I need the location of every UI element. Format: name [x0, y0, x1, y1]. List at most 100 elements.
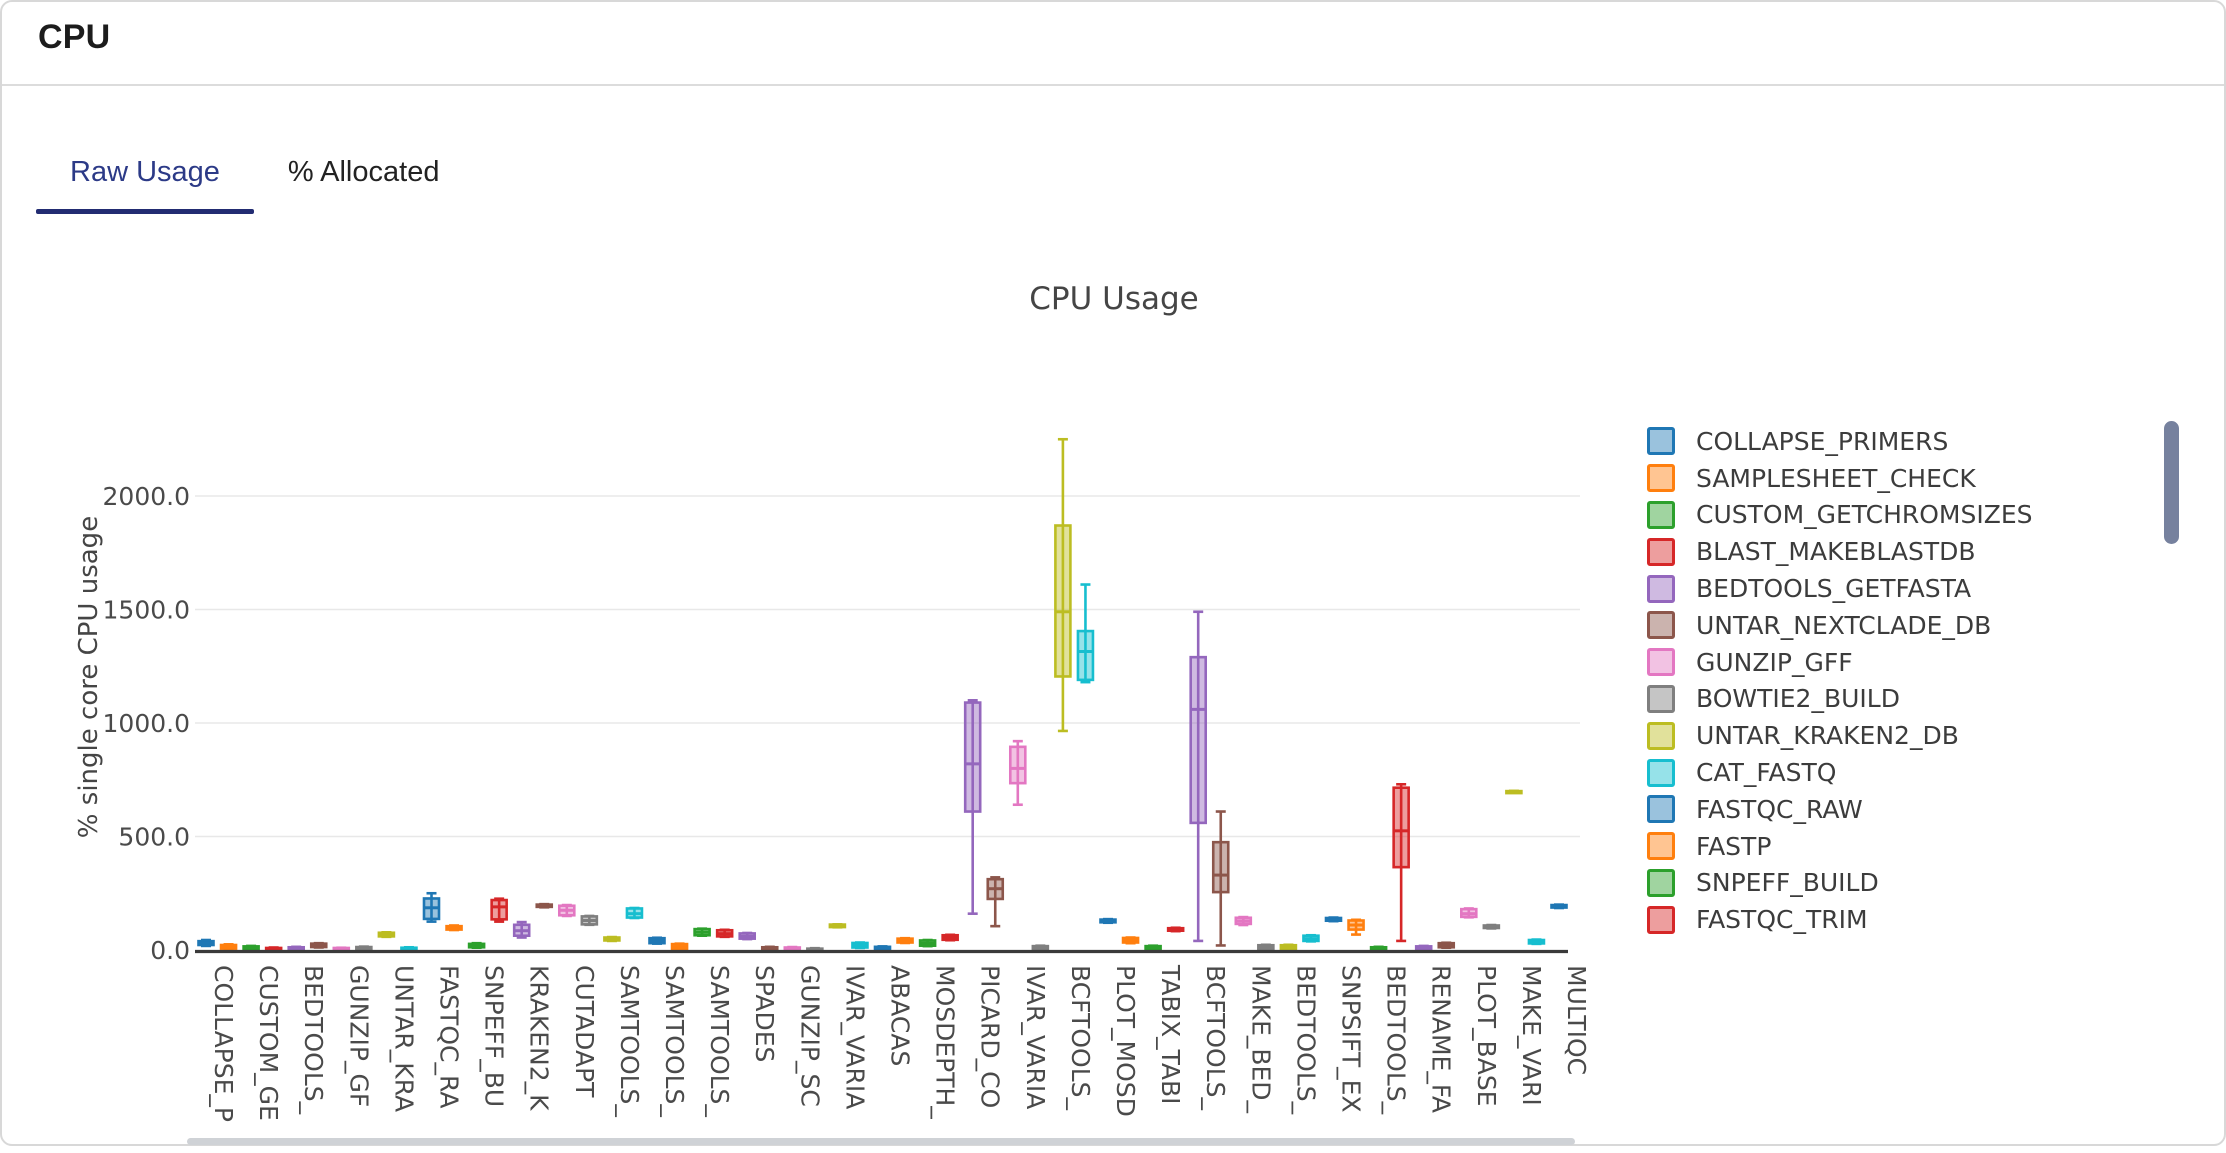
svg-text:BEDTOOLS_: BEDTOOLS_ — [299, 965, 328, 1115]
box-bedtools_[interactable] — [1369, 945, 1388, 952]
legend-item-collapse_primers[interactable]: COLLAPSE_PRIMERS — [1647, 423, 2033, 460]
box-untar_kra[interactable] — [377, 930, 396, 939]
box-col-26[interactable] — [760, 945, 779, 952]
legend-item-untar_kraken2_db[interactable]: UNTAR_KRAKEN2_DB — [1647, 717, 2033, 754]
box-col-30[interactable] — [851, 941, 869, 950]
box-make_bed_[interactable] — [1234, 915, 1253, 927]
legend-item-samplesheet_check[interactable]: SAMPLESHEET_CHECK — [1647, 460, 2033, 497]
legend-item-blast_makeblastdb[interactable]: BLAST_MAKEBLASTDB — [1647, 533, 2033, 570]
legend-item-cat_fastq[interactable]: CAT_FASTQ — [1647, 754, 2033, 791]
box-col-56[interactable] — [1437, 941, 1456, 950]
box-col-2[interactable] — [219, 943, 238, 951]
box-col-52[interactable] — [1347, 918, 1365, 936]
box-col-6[interactable] — [309, 941, 328, 949]
page-title: CPU — [38, 18, 111, 56]
legend-item-custom_getchromsizes[interactable]: CUSTOM_GETCHROMSIZES — [1647, 497, 2033, 534]
box-multiqc[interactable] — [1550, 903, 1568, 910]
box-bcftools_[interactable] — [1054, 437, 1072, 733]
legend-scrollbar-thumb[interactable] — [2164, 421, 2179, 544]
box-plot_base[interactable] — [1460, 907, 1478, 919]
box-custom_ge[interactable] — [242, 944, 260, 952]
box-mosdepth_[interactable] — [918, 938, 937, 948]
box-col-44[interactable] — [1166, 926, 1185, 933]
box-bedtools_[interactable] — [287, 945, 306, 952]
chart-horizontal-scrollbar[interactable] — [187, 1138, 1575, 1145]
box-col-22[interactable] — [670, 942, 689, 951]
box-kraken2_k[interactable] — [512, 920, 531, 939]
box-col-4[interactable] — [264, 946, 283, 952]
legend-item-label: CAT_FASTQ — [1696, 758, 1837, 788]
box-snpeff_bu[interactable] — [467, 941, 486, 950]
box-samtools_[interactable] — [603, 935, 621, 943]
box-col-36[interactable] — [986, 876, 1005, 928]
legend-item-fastqc_raw[interactable]: FASTQC_RAW — [1647, 791, 2033, 828]
box-abacas[interactable] — [873, 945, 892, 952]
box-col-48[interactable] — [1257, 943, 1275, 952]
box-col-60[interactable] — [1527, 938, 1546, 946]
box-bcftools_[interactable] — [1189, 610, 1207, 943]
box-snpsift_ex[interactable] — [1324, 916, 1343, 923]
legend-item-bedtools_getfasta[interactable]: BEDTOOLS_GETFASTA — [1647, 570, 2033, 607]
box-ivar_varia[interactable] — [828, 923, 847, 929]
svg-text:SNPSIFT_EX: SNPSIFT_EX — [1337, 965, 1366, 1113]
box-col-14[interactable] — [490, 897, 508, 923]
legend-item-gunzip_gff[interactable]: GUNZIP_GFF — [1647, 644, 2033, 681]
box-gunzip_gf[interactable] — [332, 946, 351, 952]
legend-item-untar_nextclade_db[interactable]: UNTAR_NEXTCLADE_DB — [1647, 607, 2033, 644]
box-col-16[interactable] — [535, 902, 554, 909]
svg-text:1500.0: 1500.0 — [103, 596, 190, 625]
box-col-24[interactable] — [715, 928, 734, 939]
box-rename_fa[interactable] — [1414, 944, 1433, 952]
box-col-50[interactable] — [1302, 933, 1320, 943]
legend-item-fastp[interactable]: FASTP — [1647, 828, 2033, 865]
box-gunzip_sc[interactable] — [783, 945, 802, 952]
box-col-40[interactable] — [1076, 583, 1095, 684]
svg-text:MAKE_VARI: MAKE_VARI — [1517, 965, 1546, 1106]
legend-swatch-icon — [1647, 500, 1675, 529]
box-samtools_[interactable] — [648, 936, 666, 945]
box-col-10[interactable] — [400, 945, 418, 952]
box-col-38[interactable] — [1031, 944, 1050, 952]
box-col-58[interactable] — [1482, 923, 1501, 930]
box-col-8[interactable] — [355, 945, 373, 952]
box-col-12[interactable] — [445, 924, 463, 932]
box-spades[interactable] — [738, 931, 757, 941]
box-ivar_varia[interactable] — [1008, 739, 1027, 807]
box-cutadapt[interactable] — [557, 903, 576, 918]
legend-swatch-icon — [1647, 868, 1675, 897]
svg-text:UNTAR_KRA: UNTAR_KRA — [389, 965, 418, 1112]
box-fastqc_ra[interactable] — [422, 891, 441, 923]
legend-swatch-icon — [1647, 537, 1675, 566]
box-make_vari[interactable] — [1505, 789, 1523, 795]
legend-item-bowtie2_build[interactable]: BOWTIE2_BUILD — [1647, 681, 2033, 718]
legend-item-snpeff_build[interactable]: SNPEFF_BUILD — [1647, 865, 2033, 902]
legend-swatch-icon — [1647, 684, 1675, 713]
svg-text:2000.0: 2000.0 — [103, 482, 190, 511]
box-picard_co[interactable] — [963, 698, 982, 915]
box-samtools_[interactable] — [693, 927, 711, 937]
svg-text:IVAR_VARIA: IVAR_VARIA — [1021, 965, 1050, 1109]
tab-raw-usage[interactable]: Raw Usage — [36, 130, 254, 214]
svg-text:SAMTOOLS_: SAMTOOLS_ — [615, 965, 644, 1117]
legend-item-fastqc_trim[interactable]: FASTQC_TRIM — [1647, 901, 2033, 938]
box-collapse_p[interactable] — [197, 938, 215, 948]
box-plot_mosd[interactable] — [1099, 917, 1117, 925]
box-col-42[interactable] — [1121, 936, 1140, 945]
legend-swatch-icon — [1647, 905, 1675, 934]
tabbar: Raw Usage % Allocated — [36, 130, 473, 214]
svg-text:KRAKEN2_K: KRAKEN2_K — [525, 965, 554, 1111]
box-col-54[interactable] — [1392, 782, 1410, 943]
tab-percent-allocated[interactable]: % Allocated — [254, 130, 474, 214]
box-col-18[interactable] — [580, 914, 599, 927]
box-col-32[interactable] — [896, 936, 914, 945]
box-col-34[interactable] — [941, 933, 959, 942]
box-col-20[interactable] — [625, 906, 644, 920]
svg-text:BEDTOOLS_: BEDTOOLS_ — [1382, 965, 1411, 1115]
legend-swatch-icon — [1647, 611, 1675, 640]
box-tabix_tabi[interactable] — [1144, 944, 1162, 951]
svg-text:GUNZIP_GF: GUNZIP_GF — [344, 965, 373, 1107]
box-col-46[interactable] — [1211, 810, 1230, 947]
legend-swatch-icon — [1647, 795, 1675, 824]
box-bedtools_[interactable] — [1279, 943, 1298, 952]
